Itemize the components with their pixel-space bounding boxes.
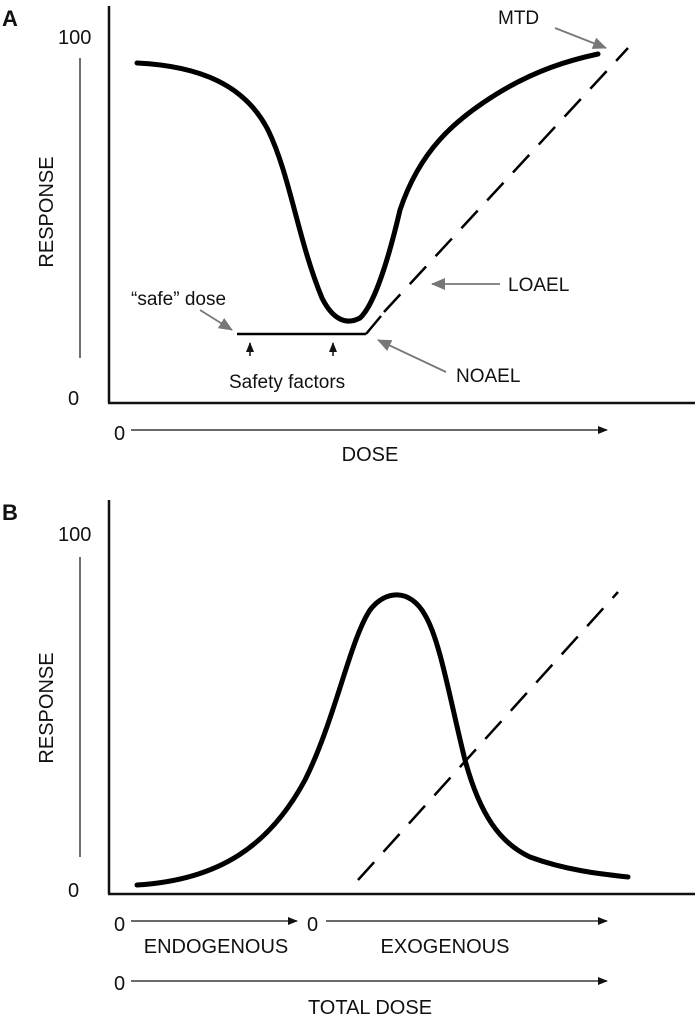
mtd-label: MTD <box>498 8 539 29</box>
safe-dose-pointer <box>199 309 233 331</box>
panel-b-response-curve <box>134 592 631 888</box>
panel-a-x-label: DOSE <box>342 444 399 466</box>
total-dose-label: TOTAL DOSE <box>308 997 432 1019</box>
exogenous-label: EXOGENOUS <box>381 936 510 958</box>
panel-a-dashed-line <box>383 47 629 313</box>
endogenous-label: ENDOGENOUS <box>144 936 288 958</box>
panel-a-y-label: RESPONSE <box>36 156 58 267</box>
exogenous-start-tick: 0 <box>307 914 318 936</box>
noael-label: NOAEL <box>456 366 520 387</box>
panel-a-y-max-tick: 100 <box>58 27 91 49</box>
noael-pointer <box>377 339 447 373</box>
panel-b-y-min-tick: 0 <box>68 880 79 902</box>
panel-a-response-curve <box>134 51 601 324</box>
panel-b-y-max-tick: 100 <box>58 524 91 546</box>
panel-a-label: A <box>2 6 18 31</box>
total-dose-start-tick: 0 <box>114 973 125 995</box>
noael-link-line <box>365 315 382 335</box>
panel-b-label: B <box>2 500 18 525</box>
mtd-pointer <box>554 27 607 49</box>
panel-b: B 100 RESPONSE 0 0 ENDOGENOUS 0 EXOGENOU… <box>2 500 695 1019</box>
endogenous-start-tick: 0 <box>114 914 125 936</box>
safety-factors-label: Safety factors <box>229 372 345 393</box>
panel-b-y-label: RESPONSE <box>36 652 58 763</box>
panel-a: A 100 RESPONSE 0 0 DOSE Safety factors “… <box>2 6 695 466</box>
panel-a-y-min-tick: 0 <box>68 388 79 410</box>
panel-b-dashed-line <box>357 591 619 881</box>
loael-label: LOAEL <box>508 275 569 296</box>
panel-a-x-start-tick: 0 <box>114 423 125 445</box>
safe-dose-label: “safe” dose <box>131 289 226 310</box>
